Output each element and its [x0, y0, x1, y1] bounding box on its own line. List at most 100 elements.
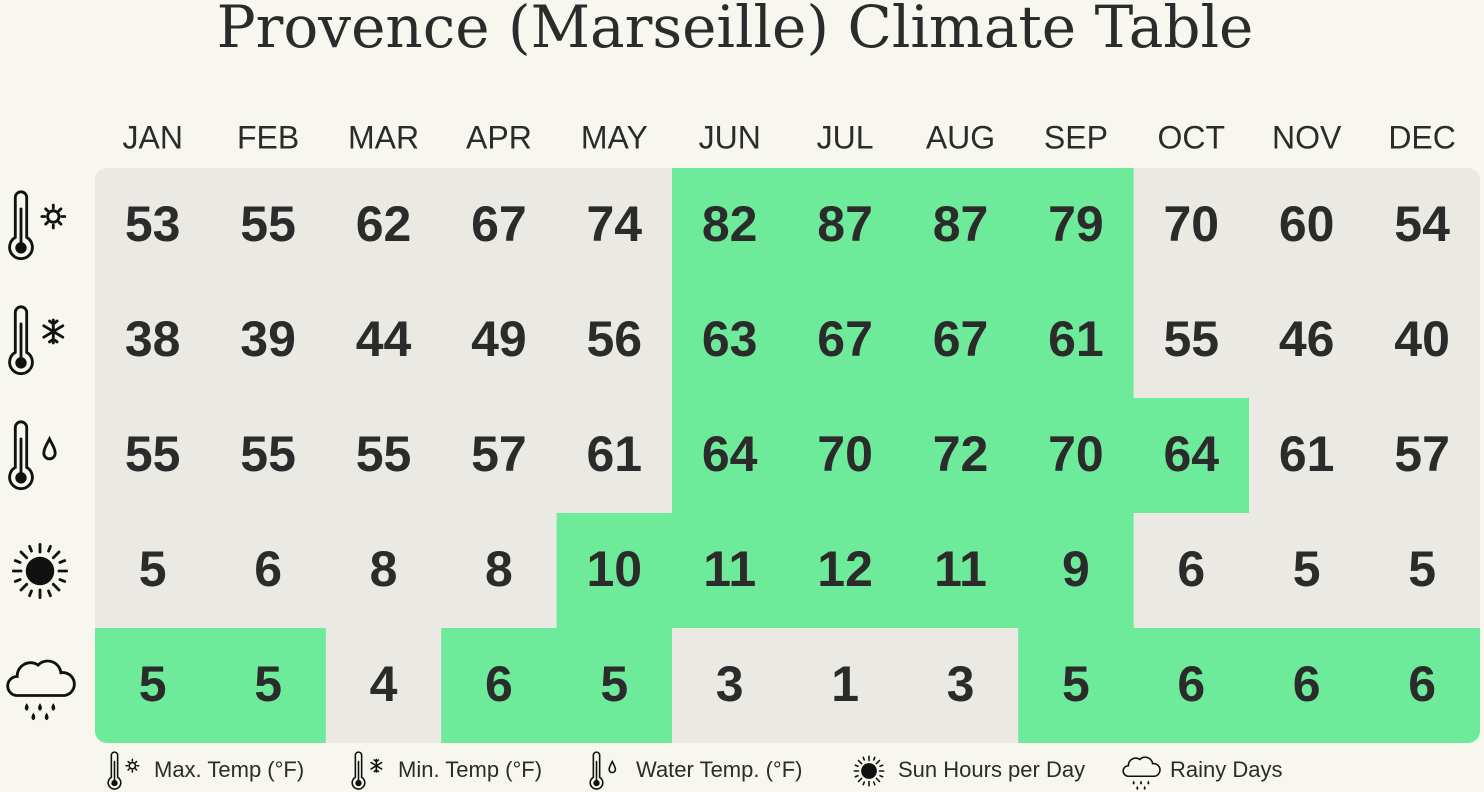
cell-value: 57 — [1394, 426, 1450, 482]
cell-value: 46 — [1279, 311, 1335, 367]
month-header: JUN — [699, 119, 761, 155]
cell-value: 11 — [703, 541, 756, 597]
month-header: JUL — [817, 119, 874, 155]
cell-value: 64 — [702, 426, 758, 482]
cell-value: 57 — [471, 426, 527, 482]
table-cell — [556, 283, 673, 399]
table-cell — [672, 398, 788, 514]
cell-value: 3 — [716, 656, 744, 712]
table-cell — [210, 168, 327, 284]
cell-value: 70 — [817, 426, 873, 482]
cell-value: 64 — [1163, 426, 1219, 482]
month-header: AUG — [926, 119, 995, 155]
table-cell — [1133, 628, 1250, 743]
table-cell — [672, 628, 788, 743]
table-body — [95, 168, 1480, 743]
month-header: SEP — [1044, 119, 1108, 155]
cell-value: 40 — [1394, 311, 1450, 367]
cell-value: 5 — [1408, 541, 1436, 597]
cell-value: 61 — [1048, 311, 1104, 367]
legend-label: Water Temp. (°F) — [636, 757, 802, 782]
legend-icon — [108, 752, 138, 789]
legend-label: Rainy Days — [1170, 757, 1282, 782]
cell-value: 74 — [586, 196, 642, 252]
cell-value: 11 — [934, 541, 987, 597]
cell-value: 70 — [1048, 426, 1104, 482]
cell-value: 72 — [933, 426, 989, 482]
title: Provence (Marseille) Climate Table — [217, 0, 1254, 61]
row-icon — [10, 307, 63, 374]
month-header: APR — [466, 119, 532, 155]
table-cell — [902, 168, 1019, 284]
table-cell — [787, 283, 904, 399]
cell-value: 55 — [240, 196, 296, 252]
table-cell — [325, 513, 442, 629]
month-header: NOV — [1272, 119, 1342, 155]
cell-value: 39 — [240, 311, 296, 367]
cell-value: 5 — [254, 656, 282, 712]
cell-value: 6 — [1177, 656, 1205, 712]
table-cell — [902, 398, 1019, 514]
cell-value: 1 — [831, 656, 859, 712]
table-cell — [1133, 283, 1250, 399]
table-cell — [787, 168, 904, 284]
table-cell — [210, 398, 327, 514]
row-icon — [10, 422, 56, 489]
table-cell — [1133, 513, 1250, 629]
month-header: DEC — [1388, 119, 1456, 155]
table-cell — [1133, 168, 1250, 284]
month-header: FEB — [237, 119, 299, 155]
table-cell — [1364, 168, 1480, 284]
table-cell — [556, 628, 673, 743]
legend-icon — [853, 755, 885, 787]
cell-value: 55 — [1163, 311, 1219, 367]
legend-icon — [590, 752, 615, 789]
table-cell — [325, 398, 442, 514]
table-cell — [1249, 398, 1365, 514]
row-icon — [6, 659, 76, 722]
table-cell — [95, 398, 211, 514]
cell-value: 5 — [1293, 541, 1321, 597]
cell-value: 6 — [1293, 656, 1321, 712]
table-cell — [787, 398, 904, 514]
cell-value: 5 — [139, 656, 167, 712]
cell-value: 8 — [370, 541, 398, 597]
table-cell — [1249, 628, 1365, 743]
row-icon — [10, 192, 65, 259]
table-cell — [902, 283, 1019, 399]
cell-value: 6 — [254, 541, 282, 597]
legend-icon — [352, 752, 381, 789]
cell-value: 5 — [139, 541, 167, 597]
table-cell — [95, 283, 211, 399]
cell-value: 70 — [1163, 196, 1219, 252]
cell-value: 79 — [1048, 196, 1104, 252]
table-cell — [325, 628, 442, 743]
table-cell — [787, 628, 904, 743]
cell-value: 63 — [702, 311, 758, 367]
table-cell — [441, 168, 558, 284]
table-cell — [1133, 398, 1250, 514]
cell-value: 3 — [947, 656, 975, 712]
cell-value: 49 — [471, 311, 527, 367]
table-cell — [441, 398, 558, 514]
row-icon — [11, 542, 69, 600]
cell-value: 5 — [1062, 656, 1090, 712]
table-cell — [325, 168, 442, 284]
cell-value: 6 — [485, 656, 513, 712]
table-cell — [672, 283, 788, 399]
legend-icon — [1122, 756, 1161, 791]
cell-value: 55 — [125, 426, 181, 482]
table-cell — [95, 168, 211, 284]
month-header: MAR — [348, 119, 419, 155]
table-cell — [1364, 513, 1480, 629]
table-cell — [556, 513, 673, 629]
table-cell — [95, 513, 211, 629]
table-cell — [210, 283, 327, 399]
table-cell — [902, 513, 1019, 629]
month-header: MAY — [581, 119, 648, 155]
table-cell — [1018, 628, 1135, 743]
cell-value: 38 — [125, 311, 181, 367]
legend-label: Min. Temp (°F) — [398, 757, 542, 782]
cell-value: 55 — [356, 426, 412, 482]
table-cell — [787, 513, 904, 629]
